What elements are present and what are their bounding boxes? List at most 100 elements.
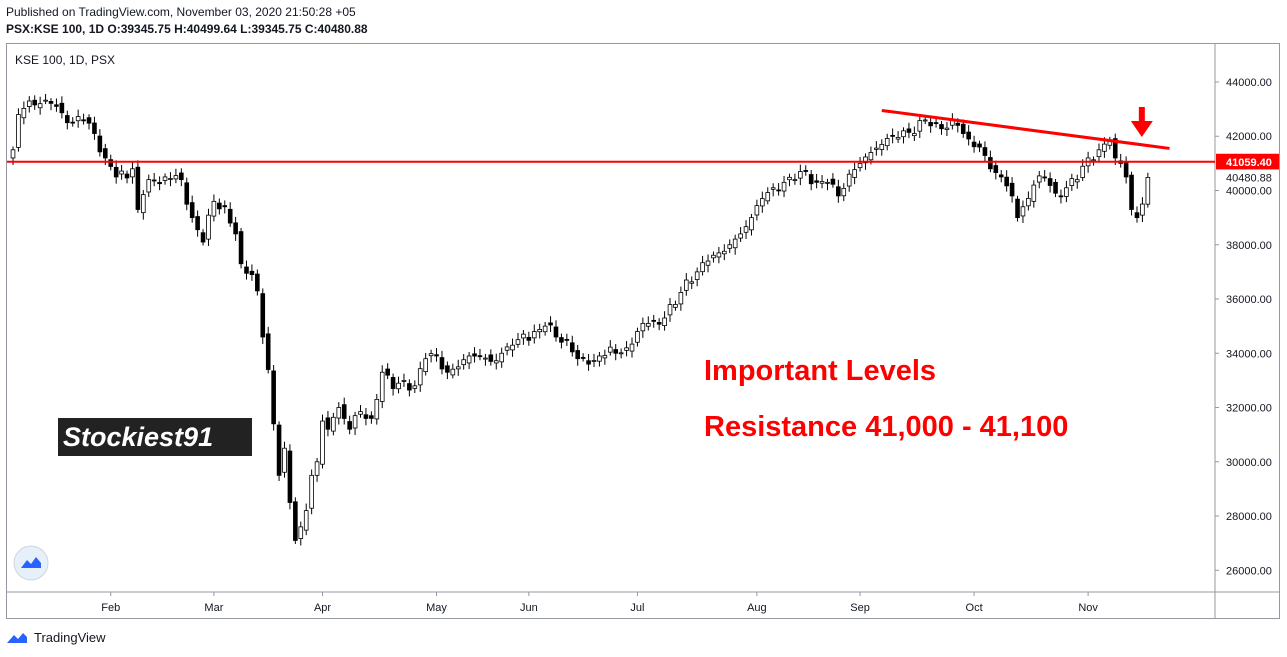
candle-body[interactable] (825, 181, 830, 184)
candle-body[interactable] (244, 266, 249, 274)
candle-body[interactable] (998, 174, 1004, 178)
candle-body[interactable] (830, 178, 836, 185)
candle-body[interactable] (705, 260, 711, 266)
candle-body[interactable] (1112, 138, 1118, 159)
footer-brand[interactable]: TradingView (6, 630, 106, 645)
candle-body[interactable] (141, 194, 146, 214)
candle-body[interactable] (988, 157, 993, 170)
candle-body[interactable] (428, 353, 434, 357)
candle-body[interactable] (113, 166, 119, 178)
candle-body[interactable] (217, 202, 222, 210)
candle-body[interactable] (130, 168, 135, 178)
candle-body[interactable] (1009, 182, 1015, 197)
candle-body[interactable] (92, 122, 97, 134)
candle-body[interactable] (868, 152, 874, 161)
candle-body[interactable] (48, 101, 54, 104)
candle-body[interactable] (955, 122, 961, 126)
candle-body[interactable] (640, 322, 646, 332)
candle-body[interactable] (781, 181, 787, 192)
candle-body[interactable] (265, 333, 271, 370)
candle-body[interactable] (379, 371, 385, 402)
candle-body[interactable] (716, 252, 722, 258)
candle-body[interactable] (64, 115, 70, 124)
candle-body[interactable] (738, 233, 743, 239)
candle-body[interactable] (890, 134, 895, 137)
candle-body[interactable] (852, 169, 857, 178)
candle-body[interactable] (21, 108, 27, 119)
candle-body[interactable] (928, 122, 933, 127)
candle-body[interactable] (211, 200, 217, 217)
candle-body[interactable] (309, 474, 314, 509)
candle-body[interactable] (331, 416, 336, 432)
candle-body[interactable] (37, 103, 43, 109)
candle-body[interactable] (407, 383, 412, 391)
candle-body[interactable] (874, 147, 879, 150)
candle-body[interactable] (276, 424, 282, 476)
candle-body[interactable] (1064, 187, 1069, 197)
candle-body[interactable] (238, 231, 244, 265)
candle-body[interactable] (694, 271, 700, 280)
candle-body[interactable] (1129, 174, 1134, 210)
candle-body[interactable] (363, 414, 369, 419)
candle-body[interactable] (591, 360, 597, 362)
candle-body[interactable] (732, 238, 738, 249)
candle-body[interactable] (510, 344, 515, 351)
candle-body[interactable] (901, 130, 906, 138)
candle-body[interactable] (1031, 184, 1037, 202)
candle-body[interactable] (553, 326, 559, 338)
candle-body[interactable] (168, 178, 173, 180)
candle-body[interactable] (933, 122, 939, 124)
candle-body[interactable] (912, 133, 917, 137)
candle-body[interactable] (993, 165, 999, 173)
candle-body[interactable] (162, 176, 168, 181)
candle-body[interactable] (282, 447, 287, 473)
candle-body[interactable] (836, 186, 841, 197)
candle-body[interactable] (846, 173, 852, 187)
candle-body[interactable] (461, 359, 466, 366)
candle-body[interactable] (401, 379, 407, 382)
candle-body[interactable] (157, 182, 162, 185)
candle-body[interactable] (146, 179, 152, 193)
candle-body[interactable] (59, 102, 65, 114)
candle-body[interactable] (743, 226, 749, 233)
candle-body[interactable] (645, 323, 651, 327)
candle-body[interactable] (124, 173, 130, 179)
candle-body[interactable] (1091, 159, 1096, 162)
candle-body[interactable] (189, 202, 195, 219)
candle-body[interactable] (173, 175, 179, 180)
candle-body[interactable] (227, 208, 233, 224)
candle-body[interactable] (808, 174, 814, 185)
candle-body[interactable] (1140, 203, 1145, 216)
candle-body[interactable] (1102, 143, 1107, 152)
candle-body[interactable] (722, 250, 727, 255)
candle-body[interactable] (684, 279, 689, 291)
candle-body[interactable] (548, 322, 553, 326)
candle-body[interactable] (97, 135, 103, 153)
candle-body[interactable] (895, 136, 901, 140)
candle-body[interactable] (1047, 178, 1053, 186)
candle-body[interactable] (803, 170, 809, 172)
candle-body[interactable] (488, 354, 494, 362)
candle-body[interactable] (504, 346, 510, 351)
candle-body[interactable] (303, 510, 309, 531)
candle-body[interactable] (200, 232, 206, 243)
candle-body[interactable] (700, 262, 705, 273)
candle-body[interactable] (1020, 206, 1026, 217)
candle-body[interactable] (857, 162, 863, 169)
candle-body[interactable] (618, 352, 624, 355)
candle-body[interactable] (977, 143, 982, 148)
candle-body[interactable] (526, 336, 532, 341)
candle-body[interactable] (884, 138, 890, 147)
candle-body[interactable] (320, 420, 325, 465)
candle-body[interactable] (597, 355, 602, 362)
candle-body[interactable] (651, 319, 657, 322)
candle-body[interactable] (1134, 212, 1140, 219)
candle-body[interactable] (922, 119, 928, 122)
candle-body[interactable] (792, 179, 798, 182)
candle-body[interactable] (1069, 178, 1075, 186)
candle-body[interactable] (760, 198, 765, 207)
candle-body[interactable] (352, 415, 358, 429)
candle-body[interactable] (629, 343, 635, 352)
candle-body[interactable] (369, 415, 374, 419)
